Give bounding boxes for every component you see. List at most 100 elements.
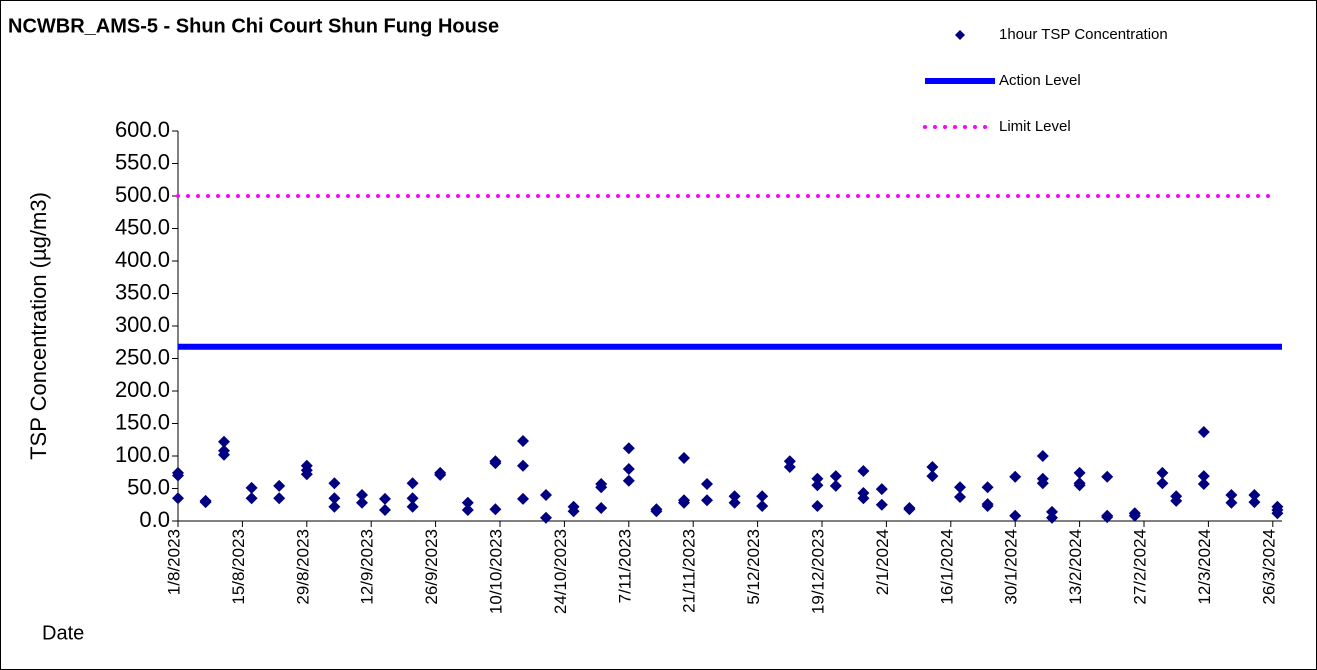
data-point xyxy=(1170,494,1183,507)
data-point xyxy=(622,474,635,487)
data-point xyxy=(875,498,888,511)
data-point xyxy=(328,500,341,513)
data-point xyxy=(517,492,529,505)
x-tick-label: 5/12/2023 xyxy=(744,529,763,605)
y-tick-label: 350.0 xyxy=(115,279,170,304)
data-point xyxy=(1101,470,1114,483)
x-tick-label: 1/8/2023 xyxy=(164,529,183,595)
data-point xyxy=(811,500,824,513)
x-tick-label: 10/10/2023 xyxy=(486,529,505,614)
data-point xyxy=(926,470,939,483)
y-tick-label: 150.0 xyxy=(115,409,170,434)
x-tick-label: 24/10/2023 xyxy=(551,529,570,614)
y-axis-label: TSP Concentration (µg/m3) xyxy=(26,192,51,460)
data-point xyxy=(981,481,994,494)
data-point xyxy=(489,503,502,516)
legend-label: 1hour TSP Concentration xyxy=(999,26,1168,43)
data-point xyxy=(517,435,529,448)
x-tick-label: 30/1/2024 xyxy=(1002,529,1021,605)
x-tick-label: 7/11/2023 xyxy=(615,529,634,603)
data-point xyxy=(903,502,916,514)
x-tick-label: 13/2/2024 xyxy=(1066,529,1085,605)
legend-label: Action Level xyxy=(999,72,1081,89)
y-tick-label: 250.0 xyxy=(115,344,170,369)
x-tick-label: 12/3/2024 xyxy=(1195,529,1214,605)
data-point xyxy=(379,492,391,505)
data-point xyxy=(650,505,663,518)
x-tick-label: 15/8/2023 xyxy=(229,529,248,605)
data-point xyxy=(1197,477,1210,490)
data-point xyxy=(1046,511,1058,524)
x-tick-label: 26/9/2023 xyxy=(422,529,441,605)
data-point xyxy=(489,457,502,470)
data-point xyxy=(981,500,994,513)
legend-marker xyxy=(955,30,965,40)
data-point xyxy=(1248,496,1261,509)
data-point xyxy=(356,496,368,509)
y-tick-label: 200.0 xyxy=(115,377,170,402)
data-point xyxy=(1009,509,1022,522)
data-point xyxy=(701,477,713,490)
data-point xyxy=(172,492,184,505)
x-tick-label: 29/8/2023 xyxy=(293,529,312,605)
y-tick-label: 300.0 xyxy=(115,312,170,337)
data-point xyxy=(1073,477,1086,490)
data-point xyxy=(1009,470,1022,483)
data-point xyxy=(1073,466,1086,479)
data-point xyxy=(245,481,258,494)
data-point xyxy=(517,459,529,472)
data-point xyxy=(218,435,230,448)
data-point xyxy=(1248,489,1261,501)
data-point xyxy=(434,466,447,479)
data-point xyxy=(406,492,419,505)
data-point xyxy=(1197,425,1210,438)
data-point xyxy=(857,492,870,505)
data-point xyxy=(406,477,419,490)
chart-title: NCWBR_AMS-5 - Shun Chi Court Shun Fung H… xyxy=(8,15,499,37)
data-point xyxy=(678,451,690,464)
y-tick-label: 50.0 xyxy=(127,474,170,499)
data-point xyxy=(728,490,741,503)
y-tick-label: 400.0 xyxy=(115,247,170,272)
y-tick-label: 550.0 xyxy=(115,149,170,174)
data-point xyxy=(595,502,608,514)
data-point xyxy=(1225,489,1238,501)
data-point xyxy=(328,477,341,490)
x-tick-label: 12/9/2023 xyxy=(358,529,377,605)
data-point xyxy=(273,492,286,505)
data-point xyxy=(954,490,966,503)
data-point xyxy=(356,489,368,501)
data-point xyxy=(954,481,966,494)
data-point xyxy=(199,496,212,509)
data-point xyxy=(461,503,474,516)
data-point xyxy=(756,500,769,513)
y-tick-label: 100.0 xyxy=(115,442,170,467)
legend-label: Limit Level xyxy=(999,118,1071,135)
data-point xyxy=(1036,450,1049,462)
data-point xyxy=(678,496,690,509)
data-point xyxy=(926,461,939,474)
data-point xyxy=(1156,477,1169,490)
data-point xyxy=(811,479,824,492)
data-point xyxy=(622,463,635,475)
data-point xyxy=(245,492,258,505)
data-point xyxy=(273,479,286,492)
y-tick-label: 600.0 xyxy=(115,117,170,142)
data-point xyxy=(1197,470,1210,483)
y-tick-label: 500.0 xyxy=(115,182,170,207)
y-tick-label: 0.0 xyxy=(139,507,170,532)
y-tick-label: 450.0 xyxy=(115,214,170,239)
data-point xyxy=(857,464,870,477)
data-point xyxy=(811,472,824,485)
x-tick-label: 2/1/2024 xyxy=(873,529,892,595)
data-point xyxy=(829,479,842,492)
data-point xyxy=(567,505,580,518)
data-point xyxy=(300,464,313,477)
x-axis-label: Date xyxy=(42,622,84,644)
data-point xyxy=(622,442,635,455)
data-point xyxy=(595,481,608,494)
data-point xyxy=(218,444,230,457)
data-point xyxy=(540,489,552,501)
